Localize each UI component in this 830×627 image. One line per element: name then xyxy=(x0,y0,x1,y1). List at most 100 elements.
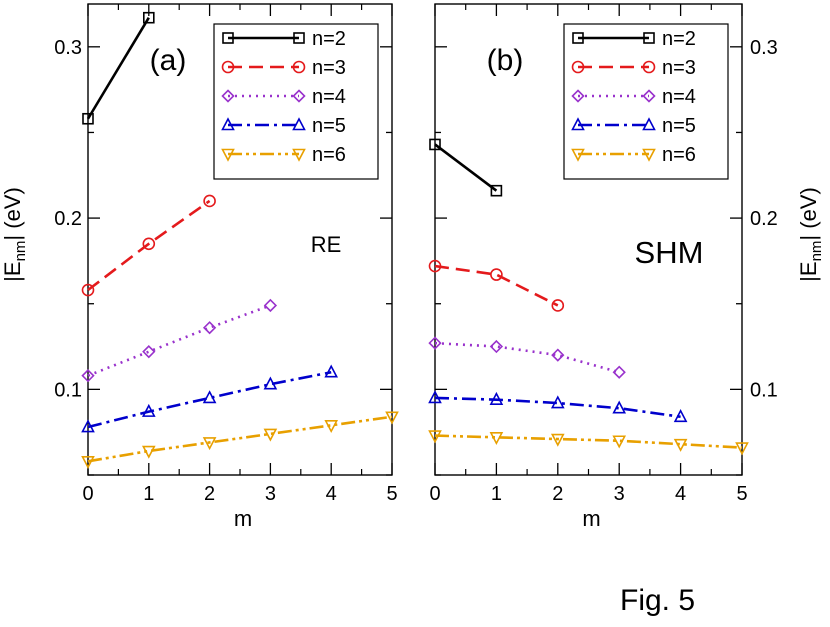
panel-a-series-line-n5 xyxy=(87,370,332,429)
panel-a-legend-label: n=5 xyxy=(312,115,346,137)
panel-b-legend-marker xyxy=(571,89,585,103)
panel-b-x-tick-label: 4 xyxy=(675,483,686,505)
panel-a-x-axis-label: m xyxy=(234,506,252,531)
panel-b-point-n6 xyxy=(673,438,688,452)
panel-a-y-axis-label: |Enm| (eV) xyxy=(0,187,29,282)
panel-b-point-n5 xyxy=(428,390,442,404)
panel-a-point-n6 xyxy=(141,445,156,459)
panel-b-legend-marker xyxy=(642,60,656,74)
panel-a-label: (a) xyxy=(150,44,187,77)
panel-b-point-n3 xyxy=(428,259,442,273)
panel-a-series-line-n3 xyxy=(87,199,211,292)
panel-a-point-n6 xyxy=(263,428,278,442)
panel-a-legend-marker xyxy=(292,117,306,131)
panel-b-point-n4 xyxy=(489,339,504,354)
panel-a-series-line-n4 xyxy=(87,304,271,377)
panel-b-point-n6 xyxy=(550,433,565,447)
panel-b-y-tick-label: 0.1 xyxy=(750,379,778,401)
panel-b-point-n5 xyxy=(673,409,688,423)
panel-a-x-tick-label: 3 xyxy=(265,483,276,505)
panel-a-x-tick-label: 4 xyxy=(326,483,337,505)
panel-b-legend-label: n=6 xyxy=(662,144,696,166)
panel-b-legend-marker xyxy=(642,148,656,162)
figure-caption: Fig. 5 xyxy=(620,584,696,617)
panel-b-x-tick-label: 1 xyxy=(491,483,502,505)
panel-a-point-n6 xyxy=(324,420,339,434)
panel-b-point-n5 xyxy=(550,395,565,409)
panel-a-x-tick-label: 1 xyxy=(143,483,154,505)
panel-b-y-tick-label: 0.2 xyxy=(750,208,778,230)
panel-b-series-line-n6 xyxy=(434,434,743,449)
panel-b-legend-label: n=2 xyxy=(662,28,696,50)
panel-a-annotation: RE xyxy=(311,232,342,257)
panel-a-legend-marker xyxy=(221,60,235,74)
panel-a-legend-label: n=6 xyxy=(312,144,346,166)
panel-b-point-n6 xyxy=(612,435,627,449)
panel-b-point-n2 xyxy=(429,138,441,151)
panel-b-point-n6 xyxy=(735,442,749,456)
panel-b-point-n4 xyxy=(551,348,565,362)
panel-a-point-n6 xyxy=(81,455,95,470)
panel-b-x-tick-label: 2 xyxy=(552,483,563,505)
panel-b-x-axis-label: m xyxy=(582,506,600,531)
panel-a-legend-marker xyxy=(292,60,306,74)
panel-b-y-axis-label: |Enm| (eV) xyxy=(796,187,825,282)
panel-a-point-n4 xyxy=(142,345,156,359)
panel-a-series-line-n2 xyxy=(86,17,150,120)
panel-b-point-n6 xyxy=(428,430,442,444)
panel-b-annotation: SHM xyxy=(635,235,704,270)
panel-b-x-tick-label: 0 xyxy=(429,483,440,505)
panel-a-x-tick-label: 2 xyxy=(204,483,215,505)
panel-b-legend-marker xyxy=(572,32,584,44)
panel-b-point-n2 xyxy=(490,184,503,197)
panel-b-point-n6 xyxy=(489,432,504,446)
panel-a-point-n4 xyxy=(81,369,95,383)
panel-b-point-n4 xyxy=(612,365,626,379)
panel-a-legend-marker xyxy=(222,32,234,44)
panel-a-point-n5 xyxy=(263,376,278,390)
panel-a-legend-marker xyxy=(292,89,306,103)
panel-a-y-tick-label: 0.2 xyxy=(54,208,82,230)
panel-b-series-line-n5 xyxy=(434,396,681,419)
panel-b-label: (b) xyxy=(487,44,524,77)
panel-b-series-line-n3 xyxy=(434,264,559,307)
panel-b-legend-marker xyxy=(571,148,585,162)
panel-a-x-tick-label: 0 xyxy=(82,483,93,505)
panel-a-point-n3 xyxy=(142,237,156,251)
panel-a-point-n5 xyxy=(141,403,156,417)
panel-a-point-n5 xyxy=(202,390,217,404)
panel-b-legend-marker xyxy=(571,117,585,131)
panel-b-series-line-n4 xyxy=(434,341,620,374)
panel-b-legend-label: n=5 xyxy=(662,115,696,137)
panel-a-legend-label: n=2 xyxy=(312,28,346,50)
panel-a-legend-label: n=3 xyxy=(312,57,346,79)
panel-b-y-tick-label: 0.3 xyxy=(750,37,778,59)
panel-a-point-n6 xyxy=(202,437,217,451)
panel-b-legend-marker xyxy=(642,89,656,103)
panel-a-point-n5 xyxy=(81,419,95,433)
panel-a-legend-marker xyxy=(292,148,306,162)
panel-b-legend-marker xyxy=(643,32,655,44)
panel-a-legend-marker xyxy=(293,32,305,44)
panel-b-point-n5 xyxy=(612,400,627,414)
panel-a-y-tick-label: 0.3 xyxy=(54,37,82,59)
panel-a-point-n2 xyxy=(82,112,94,125)
panel-a-series-line-n6 xyxy=(87,415,393,463)
panel-b-legend-label: n=4 xyxy=(662,86,696,108)
panel-a-legend-label: n=4 xyxy=(312,86,346,108)
panel-a-point-n2 xyxy=(143,11,155,24)
panel-b-x-tick-label: 3 xyxy=(614,483,625,505)
panel-b-point-n3 xyxy=(490,268,503,281)
panel-b-point-n3 xyxy=(551,299,565,312)
panel-a-point-n5 xyxy=(324,364,339,378)
panel-b-series-line-n2 xyxy=(434,143,498,192)
panel-a-point-n3 xyxy=(203,194,216,208)
panel-b-legend-label: n=3 xyxy=(662,57,696,79)
panel-a-point-n4 xyxy=(263,298,278,313)
panel-b-x-tick-label: 5 xyxy=(736,483,747,505)
panel-b-legend-marker xyxy=(642,117,656,131)
panel-a-legend-marker xyxy=(221,148,235,162)
panel-b-point-n5 xyxy=(489,391,504,405)
panel-a-x-tick-label: 5 xyxy=(386,483,397,505)
